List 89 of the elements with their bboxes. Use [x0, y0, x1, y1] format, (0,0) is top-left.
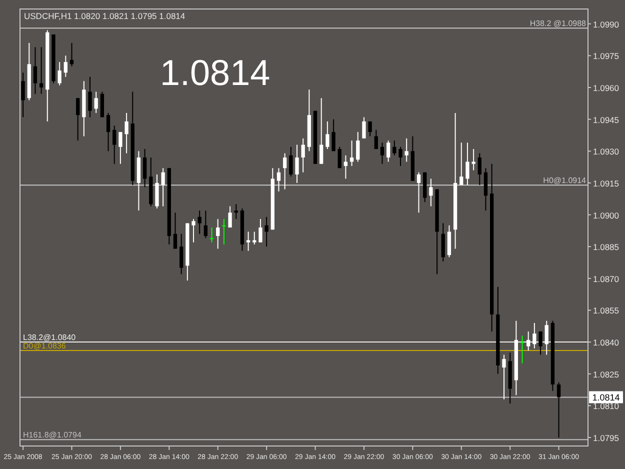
- y-tick-label: 1.0840: [593, 338, 620, 348]
- candlestick: [173, 212, 178, 250]
- candlestick: [118, 132, 122, 164]
- y-tick-label: 1.0930: [593, 146, 620, 157]
- candlestick: [368, 120, 372, 137]
- y-tick-label: 1.0870: [593, 274, 620, 284]
- y-tick-label: 1.0885: [593, 242, 620, 252]
- candlestick: [320, 98, 324, 164]
- candlestick: [210, 227, 214, 243]
- y-tick-label: 1.0990: [593, 19, 620, 30]
- candlestick: [544, 320, 548, 356]
- candlestick: [216, 218, 220, 250]
- candlestick: [88, 76, 92, 118]
- candlestick: [472, 148, 476, 171]
- candlestick: [374, 129, 378, 150]
- y-tick-label: 1.0975: [593, 51, 620, 62]
- candlestick: [234, 204, 238, 220]
- candlestick: [404, 138, 408, 162]
- candlestick: [192, 218, 196, 243]
- candlestick: [556, 382, 561, 438]
- y-tick-label: 1.0915: [593, 178, 620, 188]
- candlestick: [124, 112, 128, 154]
- candlestick: [332, 118, 336, 152]
- candlestick: [392, 140, 396, 156]
- candlestick: [447, 224, 452, 258]
- candlestick: [520, 335, 524, 364]
- candlestick: [76, 98, 80, 142]
- y-tick-label: 1.0945: [593, 114, 620, 125]
- y-tick-label: 1.0810: [593, 401, 620, 412]
- candlestick: [386, 140, 390, 162]
- candlestick: [301, 138, 305, 173]
- candlestick: [484, 168, 488, 212]
- candlestick: [39, 46, 44, 94]
- candlestick: [100, 91, 104, 118]
- y-tick-label: 1.0825: [593, 369, 620, 380]
- ref-line-label: D0@1.0836: [23, 342, 66, 351]
- candlestick: [398, 146, 402, 166]
- candlestick: [58, 62, 62, 86]
- candlestick: [21, 72, 25, 118]
- candlestick: [356, 132, 360, 162]
- candlestick: [155, 174, 159, 209]
- candlestick: [466, 142, 470, 186]
- candlestick: [538, 330, 542, 356]
- candlestick: [94, 91, 98, 114]
- candlestick: [429, 178, 433, 207]
- candlestick: [252, 231, 256, 245]
- chart-title: USDCHF,H1 1.0820 1.0821 1.0795 1.0814: [24, 11, 186, 21]
- candlestick: [344, 154, 348, 180]
- candlestick: [33, 46, 38, 94]
- candlestick: [198, 210, 202, 234]
- candlestick: [295, 144, 299, 184]
- candlestick: [106, 112, 110, 152]
- ref-line-label: H38.2 @1.0988: [530, 19, 587, 28]
- candlestick: [416, 172, 421, 214]
- candlestick: [180, 233, 184, 275]
- candlestick: [264, 216, 268, 248]
- candlestick: [460, 142, 464, 186]
- candlestick: [338, 146, 342, 169]
- candlestick: [246, 231, 250, 252]
- candlestick: [526, 330, 530, 352]
- candlestick: [70, 42, 74, 67]
- candlestick: [380, 142, 384, 164]
- candlestick: [161, 168, 165, 207]
- candlestick: [362, 116, 366, 139]
- candlestick: [222, 218, 226, 245]
- candlestick: [204, 210, 208, 239]
- candlestick: [276, 168, 281, 192]
- candlestick: [350, 140, 354, 166]
- candlestick: [228, 206, 232, 228]
- annotation: 1.0814: [160, 52, 270, 93]
- candlestick: [64, 55, 68, 78]
- y-tick-label: 1.0960: [593, 82, 620, 93]
- ref-line-label: H0@1.0914: [543, 176, 587, 186]
- y-tick-label: 1.0795: [593, 433, 620, 444]
- candlestick: [478, 152, 482, 186]
- ref-line-label: L38.2@1.0840: [23, 333, 76, 342]
- ref-line-label: H161.8@1.0794: [23, 430, 82, 440]
- ref-line-label: 1.0814: [592, 392, 620, 403]
- candlestick: [502, 354, 506, 400]
- candlestick: [112, 125, 116, 164]
- candlestick: [289, 146, 293, 178]
- candlestick: [142, 148, 147, 188]
- candlestick: [282, 152, 287, 190]
- y-tick-label: 1.0900: [593, 210, 620, 220]
- candlestick: [326, 120, 330, 150]
- candlestick: [532, 322, 536, 349]
- candlestick: [441, 222, 445, 262]
- candlestick: [258, 218, 262, 243]
- y-tick-label: 1.0855: [593, 306, 620, 316]
